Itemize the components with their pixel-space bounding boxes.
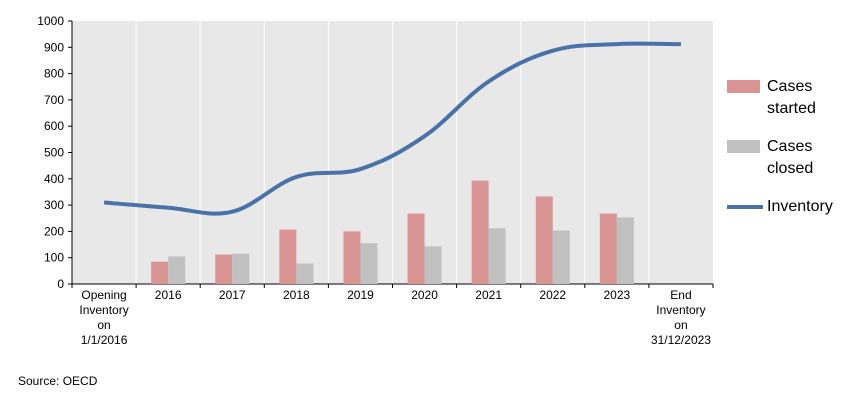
bar-cases-started: [343, 231, 361, 284]
y-tick-label: 700: [44, 93, 64, 107]
bar-cases-closed: [232, 253, 250, 284]
source-note: Source: OECD: [18, 374, 98, 388]
x-tick-label-line: 2019: [347, 288, 374, 302]
y-tick-label: 600: [44, 119, 64, 133]
x-tick-label: 2016: [155, 288, 182, 302]
y-tick-label: 200: [44, 224, 64, 238]
y-tick-label: 900: [44, 40, 64, 54]
x-tick-label-line: Inventory: [656, 303, 705, 317]
x-tick-label: 2022: [539, 288, 566, 302]
legend-label-line: Inventory: [767, 198, 833, 215]
y-tick-label: 300: [44, 198, 64, 212]
x-tick-label-line: 1/1/2016: [81, 333, 128, 347]
x-tick-label-line: 31/12/2023: [651, 333, 711, 347]
y-tick-label: 400: [44, 172, 64, 186]
legend-label-line: Cases: [767, 138, 812, 155]
legend-label: Cases started: [767, 78, 816, 117]
bar-cases-started: [471, 180, 489, 284]
x-tick-label-line: 2023: [603, 288, 630, 302]
bar-cases-closed: [296, 263, 314, 284]
bar-cases-started: [151, 261, 169, 284]
x-tick-label: 2018: [283, 288, 310, 302]
inventory-line: [103, 41, 682, 216]
x-tick-label-line: Inventory: [79, 303, 128, 317]
x-tick-label-line: 2017: [219, 288, 246, 302]
bar-cases-closed: [488, 228, 506, 284]
bar-cases-closed: [360, 243, 378, 284]
y-tick-label: 100: [44, 251, 64, 265]
x-tick-label-line: End: [670, 288, 691, 302]
bar-cases-closed: [616, 217, 634, 284]
y-tick-label: 1000: [37, 14, 64, 28]
legend-swatch: [727, 80, 760, 93]
x-tick-label: Opening Inventory on 1/1/2016: [79, 288, 128, 347]
x-tick-label: 2023: [603, 288, 630, 302]
legend-swatch: [727, 140, 760, 153]
legend-label: Inventory: [767, 198, 833, 215]
bar-cases-closed: [424, 246, 442, 284]
x-tick-label-line: on: [97, 318, 110, 332]
bars: [151, 180, 634, 284]
bar-cases-started: [279, 229, 297, 284]
x-tick-label: 2020: [411, 288, 438, 302]
bar-cases-started: [215, 254, 233, 284]
legend-label: Cases closed: [767, 138, 813, 177]
x-tick-label-line: Opening: [81, 288, 126, 302]
legend-label-line: closed: [767, 160, 813, 177]
y-tick-label: 800: [44, 67, 64, 81]
y-tick-label: 500: [44, 146, 64, 160]
bar-cases-started: [535, 196, 553, 284]
y-tick-label: 0: [57, 277, 64, 291]
x-tick-label: 2019: [347, 288, 374, 302]
x-tick-label-line: 2016: [155, 288, 182, 302]
y-axis: 0 100 200 300 400 500 600 700 800 900 1000: [37, 14, 73, 291]
x-tick-label-line: 2021: [475, 288, 502, 302]
legend: Cases started Cases closed Inventory: [727, 78, 833, 215]
x-tick-label-line: on: [674, 318, 687, 332]
bar-cases-closed: [552, 230, 570, 284]
vertical-gridlines: [135, 21, 650, 284]
x-tick-label-line: 2020: [411, 288, 438, 302]
bar-cases-closed: [168, 256, 186, 284]
legend-label-line: Cases: [767, 78, 812, 95]
x-tick-label: 2021: [475, 288, 502, 302]
x-tick-label: End Inventory on 31/12/2023: [651, 288, 711, 347]
bar-cases-started: [407, 213, 425, 284]
bar-cases-started: [599, 213, 617, 284]
inventory-line-path: [103, 41, 681, 216]
x-tick-label-line: 2018: [283, 288, 310, 302]
bar-line-chart: 0 100 200 300 400 500 600 700 800 900 1000 Opening…: [37, 14, 833, 347]
x-tick-label-line: 2022: [539, 288, 566, 302]
legend-label-line: started: [767, 100, 816, 117]
x-tick-label: 2017: [219, 288, 246, 302]
